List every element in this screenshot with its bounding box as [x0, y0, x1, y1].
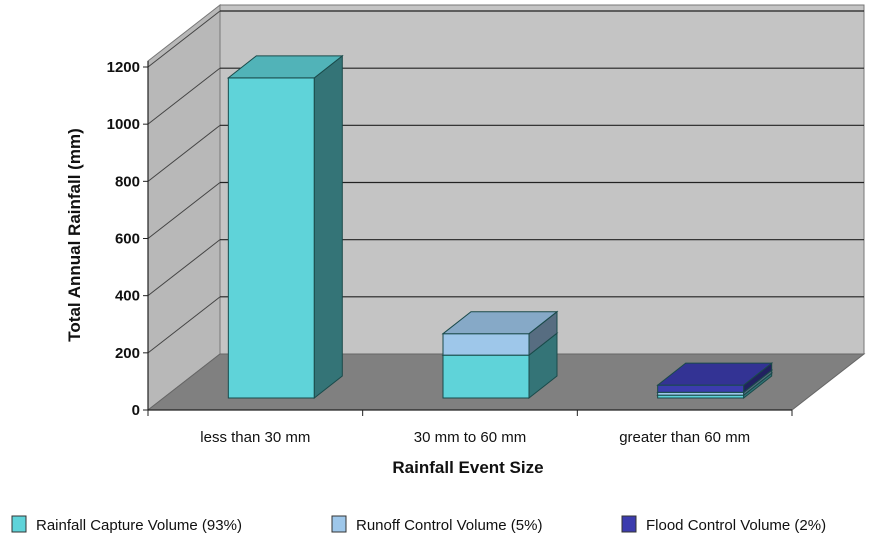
x-tick-label: greater than 60 mm: [619, 429, 750, 446]
y-tick-label: 1000: [107, 116, 140, 133]
legend-swatch: [621, 515, 637, 533]
y-tick-labels: 0 200 400 600 800 1000 1200: [107, 59, 140, 419]
y-tick-label: 800: [115, 173, 140, 190]
legend-label: Flood Control Volume (2%): [646, 517, 826, 534]
gridline-side: [147, 182, 221, 239]
y-tick-label: 0: [132, 402, 140, 419]
gridline-side: [147, 296, 221, 354]
gridline-side: [147, 10, 221, 68]
x-tick-label: 30 mm to 60 mm: [414, 429, 527, 446]
legend-swatch: [11, 515, 27, 533]
bar-segment-front: [442, 354, 530, 399]
bar-segment-top: [226, 55, 344, 79]
legend-swatch: [331, 515, 347, 533]
axes: [143, 61, 793, 416]
legend-item: Rainfall Capture Volume (93%): [11, 515, 242, 534]
y-tick-label: 1200: [107, 59, 140, 76]
bar-segment-front: [657, 384, 745, 393]
side-wall: [147, 3, 221, 412]
gridline-side: [147, 124, 221, 182]
bar-segment-side: [313, 54, 343, 400]
legend: Rainfall Capture Volume (93%) Runoff Cont…: [11, 515, 826, 534]
bar-segment-front: [442, 333, 530, 356]
bar-segment-front: [227, 77, 315, 399]
y-axis-title: Total Annual Rainfall (mm): [65, 128, 84, 341]
legend-item: Flood Control Volume (2%): [621, 515, 826, 534]
y-tick-label: 600: [115, 231, 140, 248]
x-tick-labels: less than 30 mm 30 mm to 60 mm greater tha…: [200, 429, 750, 446]
legend-item: Runoff Control Volume (5%): [331, 515, 542, 534]
x-axis-title: Rainfall Event Size: [392, 458, 543, 477]
legend-label: Rainfall Capture Volume (93%): [36, 517, 242, 534]
y-tick-label: 400: [115, 288, 140, 305]
bar-segment-top: [441, 311, 559, 335]
gridline-side: [147, 239, 221, 297]
y-tick-label: 200: [115, 345, 140, 362]
bar-segment-top: [656, 362, 774, 386]
bars: [226, 54, 774, 400]
legend-label: Runoff Control Volume (5%): [356, 517, 542, 534]
gridline-side: [147, 67, 221, 125]
x-tick-label: less than 30 mm: [200, 429, 310, 446]
